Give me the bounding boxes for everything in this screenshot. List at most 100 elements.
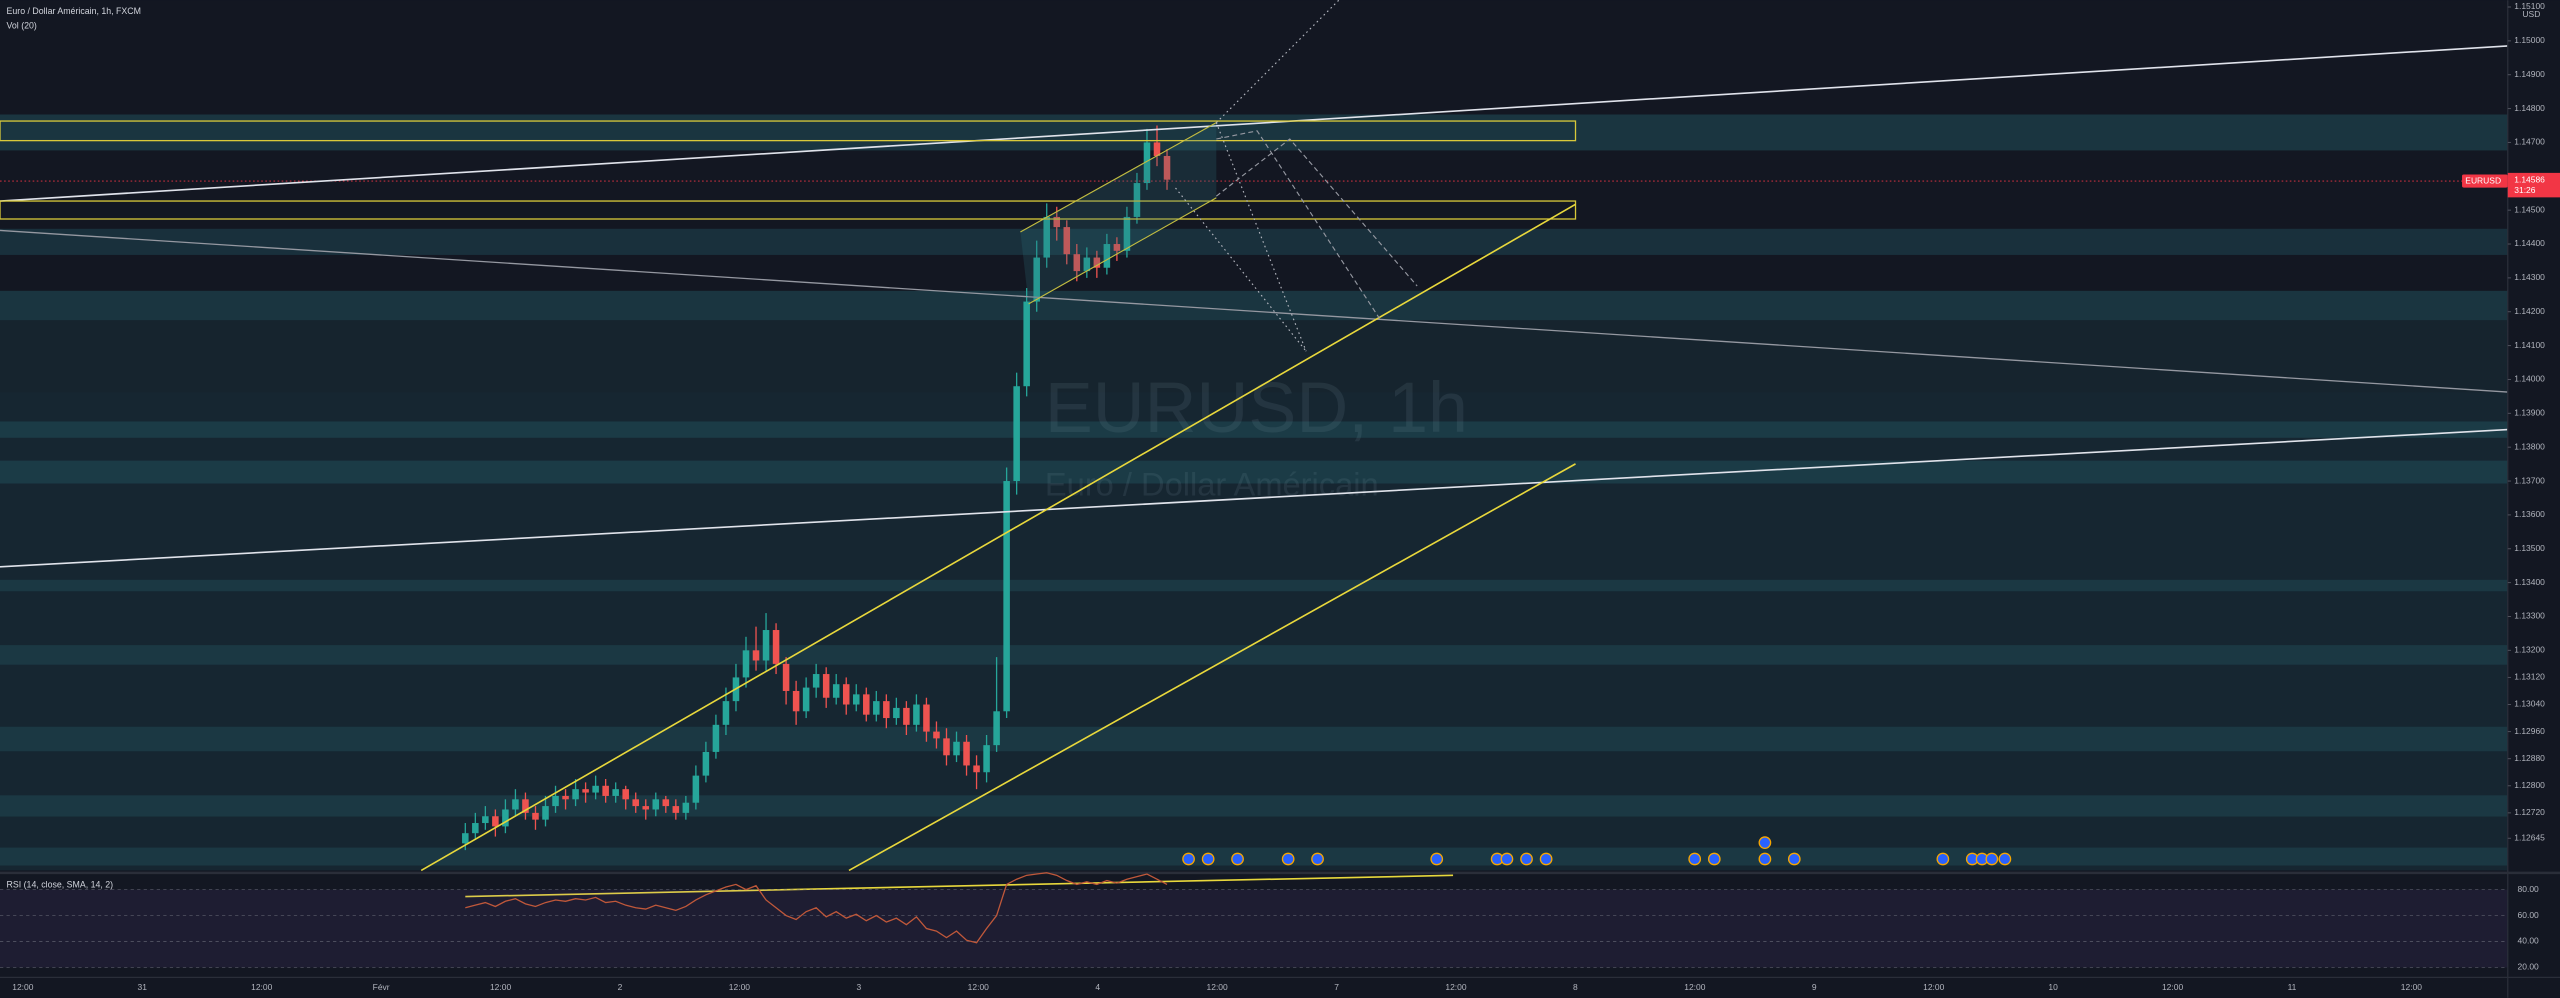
candle-body (792, 690, 800, 712)
y-tick-label: 1.13900 (2514, 408, 2545, 418)
y-tick-label: 1.14200 (2514, 306, 2545, 316)
x-tick-label: 4 (1095, 982, 1100, 992)
y-tick-label: 40.00 (2518, 936, 2539, 946)
candle-body (572, 789, 579, 800)
candle-body (512, 799, 519, 810)
candle-body (1143, 142, 1151, 184)
y-tick-label: 1.14500 (2514, 204, 2545, 214)
rsi-band (0, 889, 2508, 968)
candle-body (742, 650, 750, 678)
y-tick-label: 1.13600 (2514, 509, 2545, 519)
marks (0, 125, 2508, 851)
candle-body (1003, 481, 1010, 712)
x-tick-label: 12:00 (2401, 982, 2422, 992)
candle-body (752, 650, 760, 661)
candle-body (1153, 142, 1161, 156)
y-tick-label: 1.12960 (2514, 726, 2545, 736)
x-tick-label: 3 (856, 982, 861, 992)
candle-body (993, 711, 1000, 746)
x-tick-label: 12:00 (251, 982, 272, 992)
y-tick-label: 1.13700 (2514, 475, 2545, 485)
candle-body (542, 806, 549, 820)
candle-body (592, 785, 599, 793)
candle-body (772, 630, 780, 664)
candle-body (552, 795, 559, 807)
candle-body (502, 809, 509, 827)
countdown-label: 31:26 (2514, 185, 2535, 195)
rsi-trendline (465, 874, 1454, 898)
candle-body (802, 687, 810, 712)
y-tick-label: 1.14900 (2514, 69, 2545, 79)
currency-label: USD (2522, 9, 2540, 19)
price-label: 1.14586 (2514, 174, 2545, 184)
x-tick-label: 11 (2288, 982, 2297, 992)
y-tick-label: 1.13400 (2514, 577, 2545, 587)
y-tick-label: 1.15000 (2514, 35, 2545, 45)
candle-body (702, 751, 710, 776)
candle-body (963, 741, 970, 766)
candle-body (1033, 257, 1040, 302)
volume-label: Vol (20) (7, 21, 37, 31)
y-tick-label: 1.14700 (2514, 137, 2545, 147)
candle-body (492, 816, 499, 827)
x-tick-label: 10 (2048, 982, 2058, 992)
rsi-pane (0, 875, 2508, 977)
y-tick-label: 1.13040 (2514, 699, 2545, 709)
y-tick-label: 1.14000 (2514, 374, 2545, 384)
x-tick-label: 8 (1573, 982, 1578, 992)
candle-body (1073, 254, 1081, 272)
x-tick-label: 12:00 (1923, 982, 1944, 992)
event-icons (1182, 836, 2012, 866)
candle-body (662, 799, 670, 807)
candle-body (832, 684, 840, 698)
y-tick-label: 1.12720 (2514, 807, 2545, 817)
candle-body (472, 823, 479, 834)
x-tick-label: 9 (1812, 982, 1817, 992)
symbol-tag (2462, 174, 2508, 188)
x-tick-label: 12:00 (1684, 982, 1705, 992)
chart-title: Euro / Dollar Américain, 1h, FXCM (7, 6, 141, 16)
candle-body (812, 674, 820, 688)
candle-body (622, 789, 629, 800)
candle-body (983, 745, 990, 773)
watermark-subtitle: Euro / Dollar Américain (1045, 465, 1379, 502)
candle-body (1123, 216, 1131, 251)
x-tick-label: Févr (373, 982, 390, 992)
rsi-title: RSI (14, close, SMA, 14, 2) (7, 879, 114, 889)
y-tick-label: 60.00 (2518, 910, 2539, 920)
candle-body (1103, 244, 1111, 268)
y-tick-label: 1.13200 (2514, 645, 2545, 655)
watermark: EURUSD, 1h (1045, 368, 1468, 448)
candle-body (532, 812, 539, 820)
rsi-marks (0, 872, 2508, 968)
candle-body (852, 694, 860, 705)
candle-body (1133, 183, 1141, 217)
y-tick-label: 1.14400 (2514, 238, 2545, 248)
y-tick-label: 1.13800 (2514, 441, 2545, 451)
candle-body (652, 799, 660, 810)
x-tick-label: 12:00 (1445, 982, 1466, 992)
candle-body (612, 789, 619, 796)
x-tick-label: 7 (1334, 982, 1339, 992)
candle-body (913, 704, 920, 725)
candle-body (863, 694, 870, 715)
candle-body (672, 806, 680, 813)
candle-body (903, 707, 910, 725)
y-tick-label: 1.12645 (2514, 832, 2545, 842)
candle-body (1093, 257, 1101, 268)
candle-body (1043, 216, 1050, 258)
candle-body (933, 731, 940, 739)
y-tick-label: 1.15100 (2514, 1, 2545, 11)
candle-body (842, 684, 850, 705)
candle-body (682, 802, 690, 813)
candle-body (893, 707, 900, 719)
y-tick-label: 1.13300 (2514, 611, 2545, 621)
symbol-label: EURUSD (2465, 175, 2501, 185)
candle-body (632, 799, 639, 807)
candle-body (1113, 244, 1121, 251)
candle-body (1163, 155, 1171, 180)
candle-body (822, 674, 830, 698)
y-tick-label: 1.14300 (2514, 272, 2545, 282)
y-tick-label: 1.14100 (2514, 340, 2545, 350)
